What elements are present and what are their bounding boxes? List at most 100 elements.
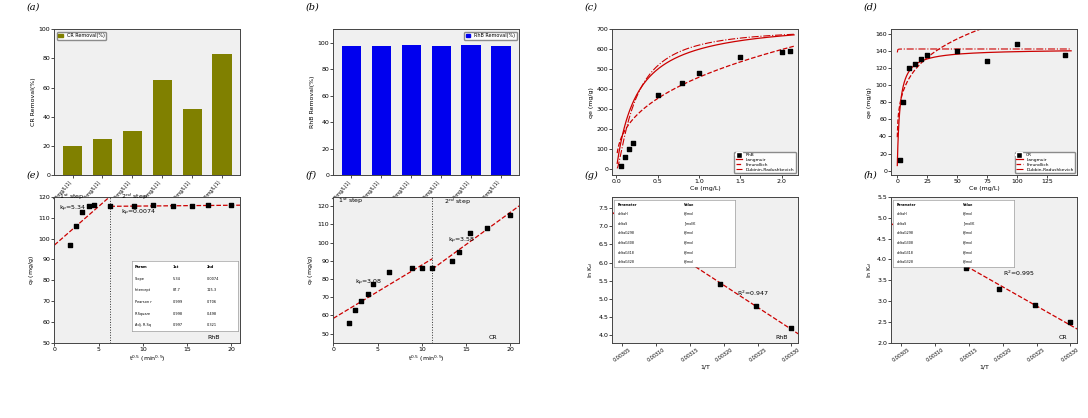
Text: R$^2$=0.947: R$^2$=0.947 [738, 288, 769, 298]
Legend: RhB, Langmuir, Freundlich, Dubinin-Radushkevich: RhB, Langmuir, Freundlich, Dubinin-Radus… [734, 152, 796, 173]
Point [731, 54, 749, 61]
Text: (a): (a) [26, 3, 40, 12]
Text: k$_p$=5.34: k$_p$=5.34 [59, 204, 86, 214]
Point [782, 325, 800, 331]
Point [1062, 319, 1079, 325]
X-axis label: t$^{0.5}$ (min$^{0.5}$): t$^{0.5}$ (min$^{0.5}$) [129, 353, 165, 364]
Point [1009, 41, 1026, 47]
Point [901, 64, 918, 71]
Text: RhB: RhB [776, 335, 788, 340]
Text: k$_p$=0.0074: k$_p$=0.0074 [121, 207, 157, 217]
Point [924, 244, 941, 250]
Point [949, 47, 966, 54]
Text: CR: CR [1059, 334, 1067, 339]
Point [991, 285, 1009, 292]
Point [339, 319, 357, 326]
Text: R$^2$=0.995: R$^2$=0.995 [1003, 269, 1035, 278]
Legend: CR, Langmuir, Freundlich, Dubbin-Radushkevich: CR, Langmuir, Freundlich, Dubbin-Radushk… [1015, 152, 1075, 173]
Point [892, 223, 910, 229]
Y-axis label: qe (mg/g): qe (mg/g) [589, 87, 594, 117]
Point [690, 70, 707, 76]
Point [145, 202, 162, 209]
Point [625, 140, 642, 146]
Bar [92, 139, 112, 175]
Point [673, 80, 691, 87]
Point [894, 99, 912, 105]
Point [611, 163, 629, 169]
Point [223, 202, 240, 209]
X-axis label: Ce (mg/L): Ce (mg/L) [690, 186, 720, 191]
Point [678, 259, 695, 266]
Point [199, 202, 217, 209]
Text: (c): (c) [584, 3, 597, 12]
Bar [372, 46, 392, 175]
Text: 1$^{st}$ step: 1$^{st}$ step [337, 196, 363, 206]
Bar [212, 54, 232, 175]
Point [956, 265, 974, 271]
Point [613, 215, 630, 222]
Text: (g): (g) [584, 171, 598, 180]
X-axis label: t$^{0.5}$ (min$^{0.5}$): t$^{0.5}$ (min$^{0.5}$) [408, 353, 445, 364]
Y-axis label: RhB Removal(%): RhB Removal(%) [310, 76, 314, 128]
Point [85, 202, 102, 209]
Point [712, 281, 729, 288]
Bar [432, 46, 452, 175]
Text: 2$^{nd}$ step: 2$^{nd}$ step [444, 196, 471, 206]
Text: CR: CR [489, 335, 497, 340]
Point [1056, 52, 1074, 59]
Point [1026, 302, 1043, 308]
Point [444, 257, 461, 264]
Point [79, 203, 97, 210]
Point [61, 242, 78, 248]
Point [620, 146, 638, 153]
Point [913, 56, 930, 63]
Point [346, 307, 363, 314]
Bar [461, 46, 481, 175]
Y-axis label: ln K$_d$: ln K$_d$ [586, 262, 595, 278]
Point [772, 49, 790, 56]
Y-axis label: ln K$_d$: ln K$_d$ [865, 262, 875, 278]
Point [381, 268, 398, 275]
Bar [492, 46, 511, 175]
Bar [123, 131, 143, 175]
Text: k$_p$=3.08: k$_p$=3.08 [356, 278, 383, 288]
Point [404, 265, 421, 271]
Point [449, 248, 467, 255]
Bar [63, 146, 83, 175]
Point [650, 92, 667, 99]
Y-axis label: CR Removal(%): CR Removal(%) [30, 78, 36, 127]
Text: 1$^{st}$ step: 1$^{st}$ step [59, 192, 84, 202]
Text: (b): (b) [306, 3, 319, 12]
Y-axis label: q$_t$ (mg/g): q$_t$ (mg/g) [306, 255, 314, 285]
Point [478, 224, 495, 231]
Point [413, 265, 431, 271]
Point [67, 223, 85, 229]
Text: RhB: RhB [208, 334, 220, 339]
Point [461, 230, 479, 237]
Bar [183, 110, 202, 175]
Point [645, 234, 663, 240]
Point [502, 212, 519, 219]
Point [183, 202, 200, 209]
Text: (e): (e) [26, 171, 40, 180]
Point [359, 290, 376, 297]
Bar [401, 45, 421, 175]
Point [101, 203, 119, 210]
Bar [152, 80, 172, 175]
Text: (d): (d) [863, 3, 877, 12]
Point [164, 203, 182, 210]
X-axis label: Ce (mg/L): Ce (mg/L) [968, 186, 1000, 191]
Text: k$_p$=3.58: k$_p$=3.58 [448, 236, 475, 247]
Text: (f): (f) [306, 171, 317, 180]
Point [891, 157, 908, 164]
Point [616, 154, 633, 161]
Point [781, 48, 799, 55]
Text: (h): (h) [863, 171, 877, 180]
Point [353, 298, 370, 304]
Legend: RhB Removal(%): RhB Removal(%) [465, 32, 517, 40]
X-axis label: 1/T: 1/T [701, 364, 710, 369]
Point [918, 52, 936, 59]
Point [74, 208, 91, 215]
Point [125, 203, 143, 210]
Bar [342, 46, 361, 175]
